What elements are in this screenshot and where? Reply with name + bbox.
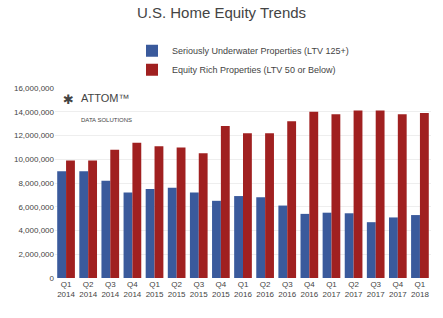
svg-text:8,000,000: 8,000,000 xyxy=(18,179,54,188)
svg-text:Q42016: Q42016 xyxy=(300,280,318,299)
svg-text:Q12015: Q12015 xyxy=(146,280,164,299)
svg-text:Seriously Underwater Propertie: Seriously Underwater Properties (LTV 125… xyxy=(172,46,349,56)
svg-text:Q42017: Q42017 xyxy=(389,280,407,299)
svg-text:Q32015: Q32015 xyxy=(190,280,208,299)
svg-text:U.S. Home Equity Trends: U.S. Home Equity Trends xyxy=(137,4,306,21)
svg-text:16,000,000: 16,000,000 xyxy=(14,84,55,93)
svg-text:Q12014: Q12014 xyxy=(57,280,75,299)
svg-text:10,000,000: 10,000,000 xyxy=(14,155,55,164)
svg-text:4,000,000: 4,000,000 xyxy=(18,226,54,235)
svg-text:Q22015: Q22015 xyxy=(168,280,186,299)
svg-text:2,000,000: 2,000,000 xyxy=(18,250,54,259)
svg-text:Q22014: Q22014 xyxy=(79,280,97,299)
svg-text:Equity Rich Properties (LTV 50: Equity Rich Properties (LTV 50 or Below) xyxy=(172,65,335,75)
svg-text:Q12017: Q12017 xyxy=(323,280,341,299)
svg-text:Q42015: Q42015 xyxy=(212,280,230,299)
svg-text:6,000,000: 6,000,000 xyxy=(18,203,54,212)
svg-text:Q12016: Q12016 xyxy=(234,280,252,299)
svg-text:✱: ✱ xyxy=(63,92,74,107)
svg-text:12,000,000: 12,000,000 xyxy=(14,131,55,140)
svg-text:Q32014: Q32014 xyxy=(101,280,119,299)
svg-text:Q12018: Q12018 xyxy=(411,280,429,299)
svg-text:DATA SOLUTIONS: DATA SOLUTIONS xyxy=(81,117,132,123)
svg-text:Q22016: Q22016 xyxy=(256,280,274,299)
svg-text:Q32017: Q32017 xyxy=(367,280,385,299)
svg-text:14,000,000: 14,000,000 xyxy=(14,108,55,117)
svg-text:Q32016: Q32016 xyxy=(278,280,296,299)
svg-text:0: 0 xyxy=(50,274,55,283)
svg-text:ATTOM™: ATTOM™ xyxy=(81,92,129,104)
svg-text:Q42014: Q42014 xyxy=(124,280,142,299)
svg-text:Q22017: Q22017 xyxy=(345,280,363,299)
